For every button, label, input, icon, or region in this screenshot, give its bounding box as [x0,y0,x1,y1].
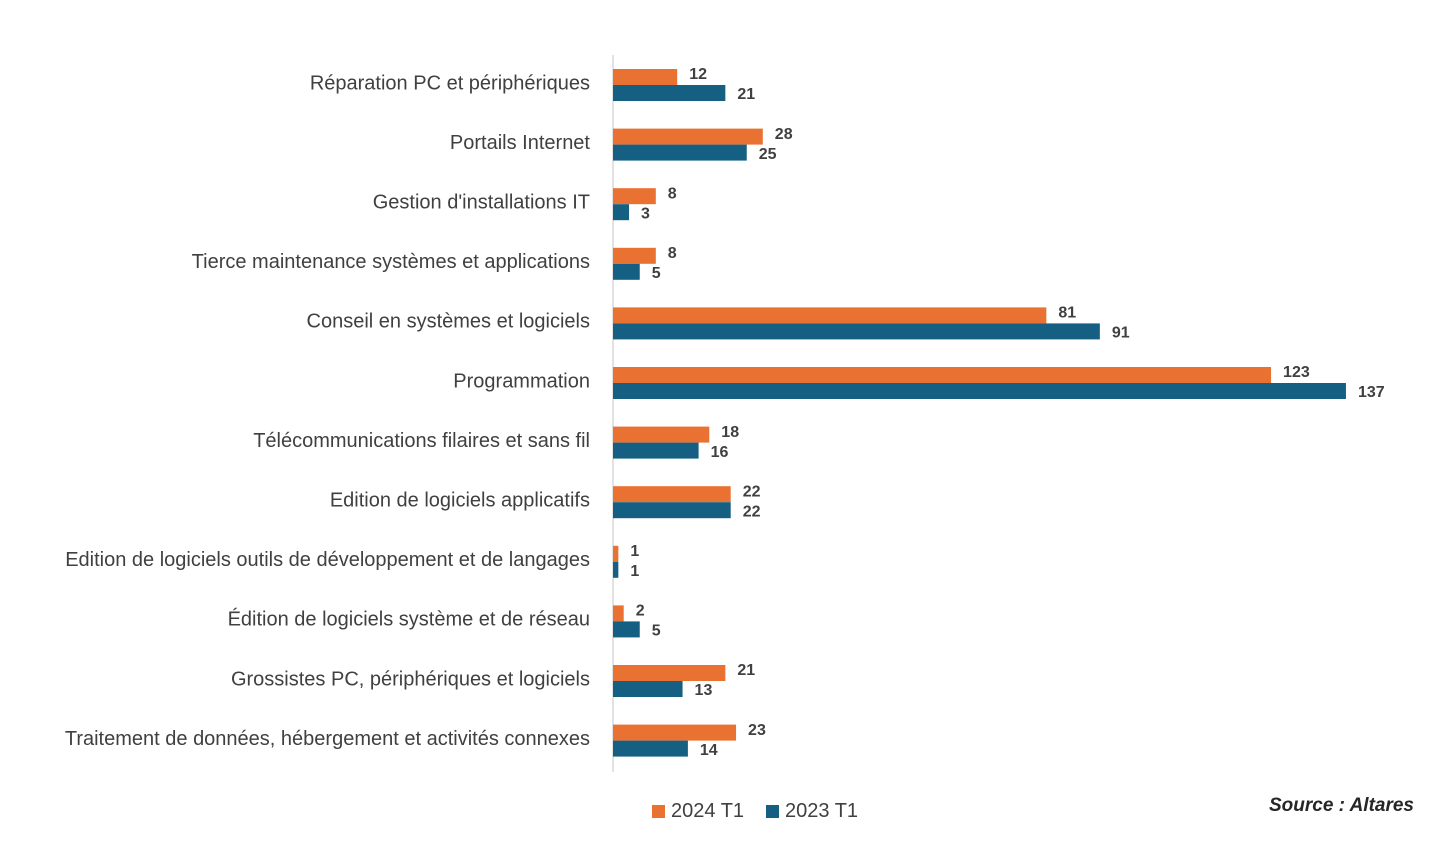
bar-2023-t1 [613,85,726,101]
data-label: 8 [668,245,677,262]
category-label: Edition de logiciels applicatifs [330,489,590,511]
data-label: 3 [641,205,650,222]
bar-2024-t1 [613,724,737,741]
legend-swatch-2024-t1 [652,805,665,818]
bar-2024-t1 [613,486,731,503]
data-label: 14 [700,742,718,759]
legend-label-2023-t1: 2023 T1 [785,800,859,822]
category-label: Portails Internet [450,132,591,154]
bar-2024-t1 [613,128,763,145]
bar-2023-t1 [613,144,747,161]
data-label: 18 [721,424,739,441]
bar-2023-t1 [613,561,619,578]
bar-2024-t1 [613,545,619,562]
data-label: 22 [743,503,761,520]
bar-2024-t1 [613,426,710,443]
data-label: 137 [1358,384,1385,401]
bar-2023-t1 [613,740,688,757]
legend-swatch-2023-t1 [766,805,780,818]
legend: 2024 T1 2023 T1 [652,800,858,823]
category-label: Programmation [453,370,590,392]
data-label: 23 [748,722,766,739]
data-label: 5 [652,623,661,640]
category-label: Édition de logiciels système et de résea… [228,608,590,631]
bar-2023-t1 [613,681,683,697]
data-label: 8 [668,185,677,202]
category-label: Conseil en systèmes et logiciels [307,311,590,333]
legend-item-2024-t1: 2024 T1 [652,800,744,823]
data-label: 5 [652,265,661,282]
data-label: 81 [1058,305,1076,322]
legend-label-2024-t1: 2024 T1 [671,800,745,822]
bar-2024-t1 [613,367,1272,383]
data-label: 22 [743,483,761,500]
category-label: Gestion d'installations IT [373,191,590,213]
bar-2023-t1 [613,263,640,280]
category-label: Réparation PC et périphériques [310,72,590,94]
bar-2024-t1 [613,188,656,205]
data-label: 1 [630,563,639,580]
bar-2024-t1 [613,307,1047,324]
bar-2023-t1 [613,204,630,221]
data-label: 21 [737,662,755,679]
data-label: 21 [737,86,755,103]
data-label: 25 [759,146,777,163]
bar-2024-t1 [613,665,726,681]
bar-2023-t1 [613,442,699,459]
bar-2024-t1 [613,605,624,622]
bar-2023-t1 [613,323,1100,340]
data-label: 16 [711,444,729,461]
data-label: 91 [1112,325,1130,342]
legend-item-2023-t1: 2023 T1 [766,800,858,823]
category-label: Tierce maintenance systèmes et applicati… [192,251,590,273]
data-label: 13 [695,682,713,699]
category-label: Edition de logiciels outils de développe… [65,549,590,571]
bar-2023-t1 [613,621,640,638]
category-label: Traitement de données, hébergement et ac… [65,728,590,750]
data-label: 12 [689,66,707,83]
bar-2024-t1 [613,69,678,85]
category-label: Télécommunications filaires et sans fil [253,430,590,452]
data-label: 1 [630,543,639,560]
category-label: Grossistes PC, périphériques et logiciel… [231,668,590,690]
data-label: 2 [636,603,645,620]
plot-area: Réparation PC et périphériques 1221Portai… [65,55,1385,772]
bar-2024-t1 [613,247,656,264]
data-label: 28 [775,126,793,143]
bar-2023-t1 [613,502,731,519]
source-note: Source : Altares [1268,795,1414,816]
bar-2023-t1 [613,383,1346,399]
data-label: 123 [1283,364,1310,381]
